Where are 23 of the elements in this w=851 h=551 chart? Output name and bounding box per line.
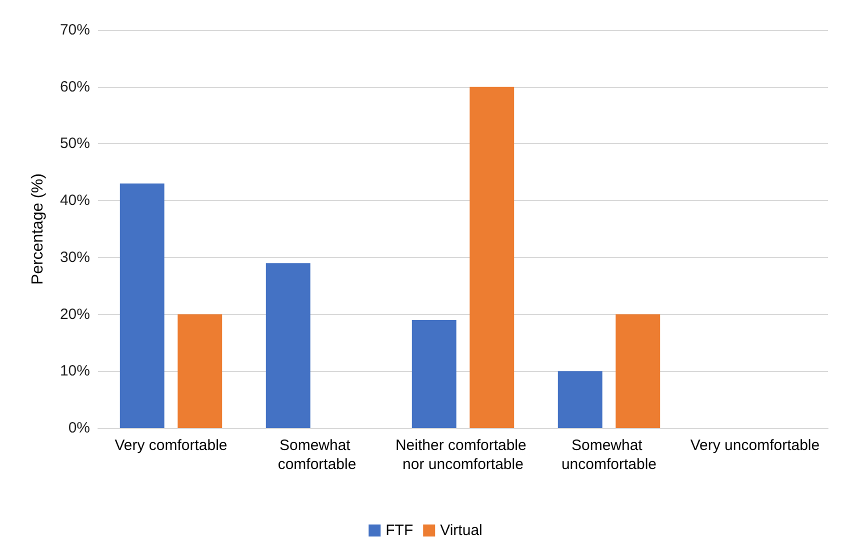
bar <box>558 371 602 428</box>
y-tick-label: 40% <box>60 192 90 210</box>
bar <box>412 320 456 428</box>
bar <box>266 263 310 428</box>
x-tick-label: Somewhat comfortable <box>278 437 356 473</box>
legend-label: FTF <box>386 522 414 539</box>
y-tick-label: 70% <box>60 22 90 38</box>
y-tick-label: 0% <box>68 420 90 436</box>
y-tick-label: 10% <box>60 362 90 380</box>
legend-label: Virtual <box>440 522 482 539</box>
x-tick-label: Neither comfortable nor uncomfortable <box>395 437 531 473</box>
y-tick-label: 60% <box>60 78 90 96</box>
bar <box>120 184 164 428</box>
y-tick-label: 20% <box>60 306 90 323</box>
y-tick-label: 30% <box>60 248 90 266</box>
x-tick-label: Somewhat uncomfortable <box>561 437 657 473</box>
x-tick-label: Very comfortable <box>114 437 228 454</box>
y-tick-label: 50% <box>60 135 90 152</box>
y-axis-title: Percentage (%) <box>30 173 46 285</box>
x-tick-label: Very uncomfortable <box>690 437 820 454</box>
bar <box>178 314 222 428</box>
bar <box>470 86 514 428</box>
bar <box>616 314 660 428</box>
